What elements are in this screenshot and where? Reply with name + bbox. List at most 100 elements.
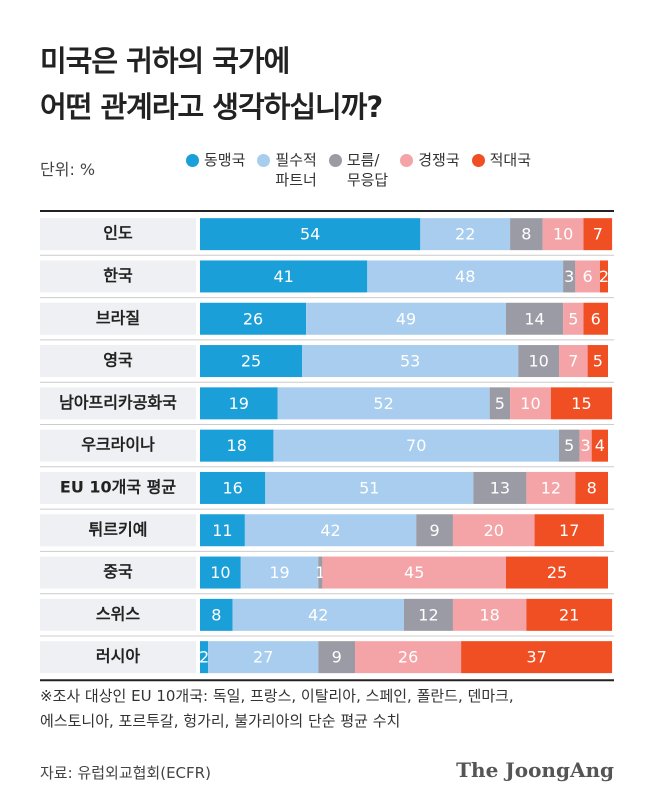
y-tick-label: 러시아: [96, 647, 140, 666]
value-label: 10: [553, 225, 573, 244]
value-label: 3: [564, 267, 574, 286]
bar-segment: [318, 641, 356, 674]
bar-segment: [355, 641, 462, 674]
value-label: 25: [241, 352, 261, 371]
bar-segment: [200, 556, 241, 589]
value-label: 20: [484, 521, 504, 540]
value-label: 19: [229, 394, 249, 413]
bar-segment: [244, 514, 417, 547]
value-label: 10: [528, 352, 548, 371]
value-label: 53: [400, 352, 420, 371]
value-label: 41: [273, 267, 293, 286]
label-cell: [40, 471, 196, 504]
y-tick-label: 인도: [103, 224, 133, 243]
bar-segment: [367, 260, 564, 293]
footnote: ※조사 대상인 EU 10개국: 독일, 프랑스, 이탈리아, 스페인, 폴란드…: [40, 687, 514, 730]
bar-segment: [404, 598, 453, 631]
unit-label: 단위: %: [40, 160, 96, 179]
bar-segment: [200, 345, 302, 378]
bar-segment: [583, 218, 613, 251]
bar-segment: [265, 471, 474, 504]
value-label: 18: [227, 436, 247, 455]
bar-segment: [563, 302, 584, 335]
legend-swatch: [186, 154, 199, 167]
bar-segment: [200, 387, 278, 420]
bar-segment: [452, 598, 527, 631]
value-label: 26: [243, 309, 263, 328]
value-label: 8: [587, 478, 597, 497]
value-label: 8: [521, 225, 531, 244]
value-label: 5: [568, 309, 578, 328]
legend-swatch: [328, 154, 342, 167]
y-tick-label: 우크라이나: [81, 435, 155, 454]
bar-segment: [510, 387, 551, 420]
legend-label: 동맹국: [204, 151, 246, 169]
bar-segment: [579, 429, 592, 462]
y-tick-label: 튀르키예: [89, 520, 148, 539]
legend-swatch: [400, 154, 414, 167]
label-cell: [40, 302, 196, 335]
bar-segment: [461, 641, 613, 674]
value-label: 37: [526, 648, 546, 667]
bar-segment: [200, 514, 245, 547]
value-label: 7: [568, 352, 578, 371]
value-label: 16: [222, 478, 242, 497]
value-label: 13: [490, 478, 510, 497]
value-label: 7: [593, 225, 603, 244]
value-label: 18: [480, 605, 500, 624]
value-label: 2: [599, 267, 609, 286]
bar-segment: [518, 345, 560, 378]
bar-segment: [200, 302, 307, 335]
bar-segment: [473, 471, 527, 504]
legend-swatch: [257, 154, 271, 167]
value-label: 54: [300, 225, 320, 244]
bar-segment: [200, 598, 233, 631]
bar-segment: [506, 556, 608, 589]
bar-segment: [506, 302, 564, 335]
value-label: 3: [580, 436, 590, 455]
bar-segment: [599, 260, 608, 293]
legend-item: 동맹국: [186, 150, 245, 190]
label-cell: [40, 218, 196, 251]
label-cell: [40, 387, 196, 420]
value-label: 52: [373, 394, 393, 413]
value-label: 5: [564, 436, 574, 455]
value-label: 9: [332, 648, 342, 667]
value-label: 22: [455, 225, 475, 244]
legend-swatch: [471, 154, 485, 167]
y-tick-label: EU 10개국 평균: [60, 477, 176, 496]
bar-segment: [200, 260, 368, 293]
bar-segment: [200, 471, 266, 504]
bar-segment: [420, 218, 511, 251]
label-cell: [40, 514, 196, 547]
value-label: 21: [559, 605, 579, 624]
value-label: 51: [359, 478, 379, 497]
value-label: 25: [547, 563, 567, 582]
value-label: 5: [495, 394, 505, 413]
y-tick-label: 영국: [103, 351, 133, 370]
value-label: 5: [593, 352, 603, 371]
label-cell: [40, 429, 196, 462]
bar-segment: [200, 641, 209, 674]
bar-segment: [559, 429, 580, 462]
value-label: 42: [308, 605, 328, 624]
y-tick-label: 남아프리카공화국: [59, 393, 177, 412]
legend: 동맹국 필수적 파트너 모름/ 무응답 경쟁국 적대국: [186, 150, 531, 190]
bar-segment: [306, 302, 506, 335]
bar-segment: [200, 429, 274, 462]
value-label: 48: [455, 267, 475, 286]
bar-segment: [591, 429, 608, 462]
bar-segment: [489, 387, 511, 420]
y-tick-label: 브라질: [96, 308, 140, 327]
value-label: 1: [315, 563, 325, 582]
value-label: 49: [396, 309, 416, 328]
label-cell: [40, 641, 196, 674]
legend-item: 경쟁국: [400, 150, 460, 190]
legend-item: 적대국: [471, 150, 531, 190]
value-label: 9: [430, 521, 440, 540]
value-label: 12: [418, 605, 438, 624]
bar-segment: [550, 387, 613, 420]
legend-item: 모름/ 무응답: [328, 150, 388, 190]
